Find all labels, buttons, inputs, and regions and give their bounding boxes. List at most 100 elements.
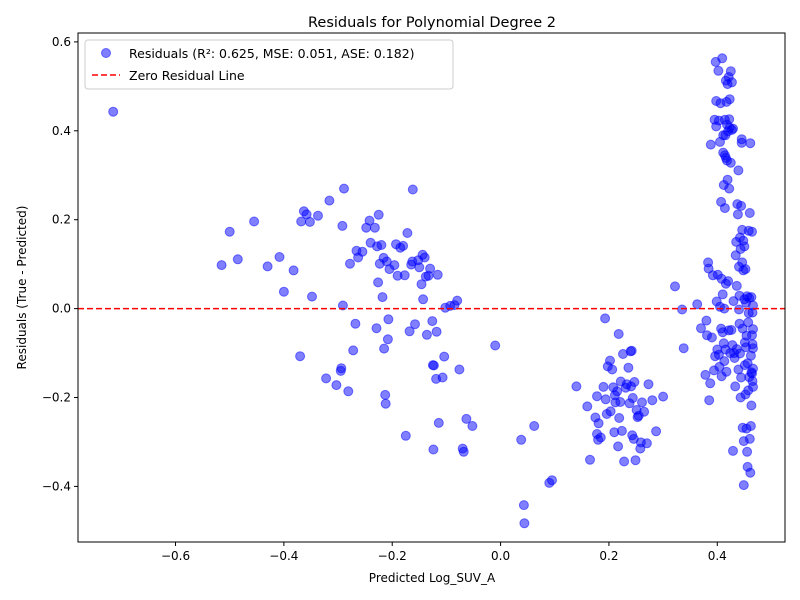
data-point	[547, 475, 557, 486]
data-point	[705, 378, 716, 389]
data-point	[262, 261, 273, 272]
data-point	[389, 260, 400, 271]
data-point	[598, 381, 609, 392]
data-point	[467, 421, 478, 431]
data-point	[307, 291, 317, 302]
data-point	[725, 157, 736, 168]
data-point	[418, 294, 429, 305]
data-point	[404, 326, 415, 337]
data-point	[571, 381, 582, 392]
data-point	[745, 421, 756, 431]
data-point	[630, 455, 641, 466]
x-axis: −0.6 −0.4 −0.2 0.0 0.2 0.4	[161, 542, 727, 563]
data-point	[746, 400, 757, 411]
data-point	[731, 280, 742, 291]
legend-label-residuals: Residuals (R²: 0.625, MSE: 0.051, ASE: 0…	[129, 46, 415, 61]
data-point	[738, 480, 749, 491]
y-tick-label: −0.2	[42, 391, 71, 405]
data-point	[337, 220, 348, 231]
data-point	[274, 252, 285, 262]
data-point	[399, 270, 410, 281]
data-point	[380, 389, 391, 400]
x-tick-label: 0.4	[708, 549, 727, 563]
data-point	[717, 289, 728, 300]
data-point	[452, 295, 463, 306]
data-point	[529, 421, 540, 431]
data-point	[519, 518, 530, 529]
data-point	[295, 351, 306, 362]
legend-box	[84, 39, 454, 90]
data-point	[419, 252, 430, 263]
data-point	[337, 300, 348, 311]
data-point	[379, 343, 390, 354]
data-point	[612, 386, 623, 397]
data-point	[382, 334, 393, 345]
data-point	[425, 263, 436, 274]
data-point	[373, 209, 384, 220]
data-point	[726, 77, 737, 88]
data-point	[605, 406, 616, 417]
data-point	[745, 138, 756, 149]
data-point	[736, 137, 747, 148]
data-point	[730, 381, 741, 392]
legend: Residuals (R²: 0.625, MSE: 0.051, ASE: 0…	[84, 39, 454, 90]
data-point	[407, 184, 418, 195]
x-tick-label: −0.2	[378, 549, 407, 563]
data-point	[705, 139, 716, 150]
data-point	[700, 369, 711, 380]
data-point	[428, 360, 439, 371]
data-point	[398, 240, 409, 251]
data-point	[402, 228, 413, 238]
data-point	[748, 343, 758, 354]
x-axis-label: Predicted Log_SUV_A	[369, 571, 496, 585]
data-point	[416, 279, 427, 290]
data-point	[224, 226, 235, 237]
data-point	[728, 123, 738, 134]
data-point	[724, 183, 735, 194]
x-tick-label: −0.4	[269, 549, 298, 563]
data-point	[613, 329, 624, 339]
y-tick-label: 0.0	[52, 302, 71, 316]
data-point	[371, 323, 382, 334]
data-point	[345, 258, 355, 269]
data-point	[626, 345, 637, 356]
data-point	[745, 467, 756, 478]
data-point	[614, 413, 625, 423]
data-point	[343, 386, 354, 397]
data-point	[458, 446, 469, 457]
data-point	[432, 269, 443, 280]
data-point	[717, 53, 728, 64]
data-point	[373, 277, 384, 288]
data-point	[726, 325, 737, 335]
data-point	[427, 316, 438, 327]
data-point	[336, 363, 347, 374]
data-point	[304, 216, 315, 227]
x-tick-label: −0.6	[161, 549, 190, 563]
data-point	[369, 222, 380, 233]
data-point	[706, 332, 717, 343]
data-point	[593, 418, 604, 429]
data-point	[747, 226, 757, 237]
data-point	[410, 319, 420, 330]
chart-title: Residuals for Polynomial Degree 2	[308, 15, 556, 31]
data-point	[723, 276, 734, 287]
data-point	[615, 397, 626, 407]
data-point	[605, 355, 615, 366]
data-point	[433, 417, 444, 428]
data-point	[278, 286, 289, 297]
data-point	[376, 240, 387, 250]
data-point	[437, 372, 448, 383]
data-point	[431, 326, 442, 337]
data-point	[380, 398, 391, 409]
data-point	[746, 292, 757, 303]
data-point	[722, 174, 733, 185]
data-point	[724, 94, 735, 105]
data-point	[719, 203, 730, 214]
y-tick-label: −0.4	[42, 479, 71, 493]
data-point	[719, 356, 730, 367]
data-point	[324, 195, 335, 206]
data-point	[748, 381, 758, 392]
data-point	[454, 364, 465, 375]
